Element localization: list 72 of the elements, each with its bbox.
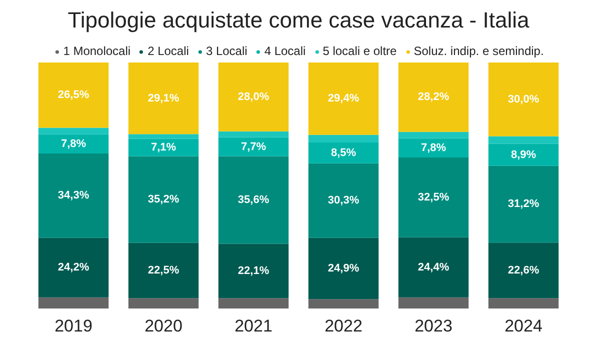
- bar: [488, 242, 559, 298]
- data-label: 29,1%: [148, 92, 180, 104]
- data-label: 28,2%: [418, 91, 450, 104]
- bar: [38, 62, 109, 128]
- bar: [38, 134, 109, 154]
- data-label: 29,4%: [328, 92, 360, 105]
- data-label: 28,0%: [238, 90, 270, 103]
- legend-label: 4 Locali: [264, 44, 306, 58]
- bar: [488, 166, 559, 243]
- bar: [308, 299, 379, 308]
- bar: [38, 238, 109, 298]
- data-label: 24,2%: [58, 262, 90, 274]
- bar: [218, 298, 289, 308]
- bar: [488, 144, 559, 166]
- x-tick-label: 2024: [504, 316, 542, 336]
- bar: [398, 132, 469, 138]
- data-label: 7,7%: [240, 140, 266, 153]
- data-label: 31,2%: [508, 198, 540, 210]
- data-label: 7,1%: [150, 141, 176, 154]
- chart-title: Tipologie acquistate come case vacanza - Italia: [68, 8, 530, 32]
- bar: [308, 142, 379, 164]
- bar: [218, 137, 289, 156]
- data-label: 24,9%: [328, 262, 360, 275]
- bar: [218, 244, 289, 298]
- x-tick-label: 2019: [54, 316, 92, 336]
- bar: [38, 128, 109, 134]
- data-label: 32,5%: [418, 191, 450, 204]
- bar: [398, 237, 469, 298]
- bar: [488, 62, 559, 136]
- bar: [308, 134, 379, 142]
- legend-label: 1 Monolocali: [63, 44, 131, 58]
- data-label: 35,6%: [238, 194, 270, 206]
- data-label: 30,0%: [508, 93, 540, 106]
- bar: [128, 156, 199, 243]
- bar: [308, 62, 379, 135]
- data-label: 34,3%: [58, 190, 90, 202]
- legend-label: Soluz. indip. e semindip.: [414, 44, 544, 58]
- bar: [128, 62, 199, 134]
- legend-label: 3 Locali: [206, 44, 248, 58]
- data-label: 7,8%: [60, 138, 86, 150]
- bar: [218, 131, 289, 138]
- bar: [218, 62, 289, 132]
- bar: [38, 154, 109, 238]
- data-label: 22,6%: [508, 264, 540, 276]
- bar: [128, 242, 199, 298]
- bar: [308, 238, 379, 300]
- data-label: 8,9%: [510, 148, 536, 161]
- x-tick-label: 2021: [234, 316, 272, 336]
- legend-label: 5 locali e oltre: [322, 44, 397, 58]
- bar: [308, 163, 379, 238]
- data-label: 7,8%: [420, 142, 446, 154]
- bar: [488, 298, 559, 308]
- bar: [218, 156, 289, 244]
- data-label: 8,5%: [330, 146, 356, 159]
- data-label: 22,1%: [238, 264, 270, 277]
- data-label: 30,3%: [328, 194, 360, 207]
- bar: [128, 134, 199, 139]
- x-tick-label: 2022: [324, 316, 362, 336]
- bar: [398, 297, 469, 308]
- data-label: 26,5%: [58, 89, 90, 102]
- bar: [398, 157, 469, 238]
- bar: [488, 136, 559, 144]
- data-label: 35,2%: [148, 194, 180, 206]
- data-label: 22,5%: [148, 264, 180, 276]
- bar: [38, 297, 109, 308]
- bar: [398, 138, 469, 158]
- x-tick-label: 2020: [144, 316, 182, 336]
- data-label: 24,4%: [418, 261, 450, 274]
- x-tick-label: 2023: [414, 316, 452, 336]
- legend-label: 2 Locali: [148, 44, 189, 58]
- bar: [128, 298, 199, 308]
- bar: [398, 62, 469, 132]
